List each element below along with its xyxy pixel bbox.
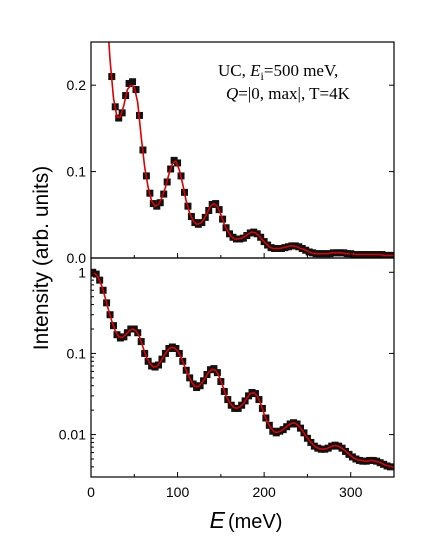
- bottom-x-ticks: 0 100 200 300: [87, 472, 395, 500]
- top-fit-curve-group: [108, 42, 394, 257]
- bottom-panel: 1 0.1 0.01 0 100 200 300: [59, 257, 395, 500]
- x-tick-label: 0: [87, 484, 95, 500]
- bot-y-tick-label: 1: [78, 264, 86, 280]
- top-data-points-group: [105, 21, 394, 258]
- x-tick-label: 300: [339, 484, 363, 500]
- bot-data-point: [210, 365, 218, 373]
- bottom-y-ticks: 1 0.1 0.01: [59, 264, 394, 478]
- top-y-tick-label: 0.0: [67, 250, 87, 266]
- top-fit-curve: [108, 42, 394, 257]
- x-tick-label: 200: [252, 484, 276, 500]
- top-y-tick-label: 0.1: [67, 164, 87, 180]
- annotation-line-2: Q=|0, max|, T=4K: [226, 84, 351, 103]
- top-data-point: [129, 78, 137, 86]
- top-y-tick-label: 0.2: [67, 77, 87, 93]
- bot-y-tick-label: 0.01: [59, 427, 86, 443]
- annotation-line-1: UC, Ei=500 meV,: [218, 61, 338, 83]
- top-data-point: [174, 159, 182, 167]
- bot-y-tick-label: 0.1: [67, 345, 87, 361]
- top-panel: 0.0 0.1 0.2 UC, Ei=500 meV, Q=|0, max|, T=…: [67, 21, 395, 266]
- bot-fit-curve: [91, 270, 394, 468]
- top-data-point: [212, 200, 220, 208]
- top-y-ticks: 0.0 0.1 0.2: [67, 77, 394, 266]
- bottom-plot-frame: [90, 257, 395, 478]
- x-axis-title: E (meV): [210, 507, 283, 533]
- top-x-ticks: [90, 253, 395, 258]
- top-data-point: [115, 114, 123, 122]
- x-tick-label: 100: [166, 484, 190, 500]
- top-data-point: [105, 21, 112, 28]
- y-axis-title: Intensity (arb. units): [30, 166, 53, 350]
- bottom-fit-curve-group: [91, 270, 394, 468]
- top-data-point: [132, 86, 140, 94]
- bottom-data-points-group: [91, 268, 394, 471]
